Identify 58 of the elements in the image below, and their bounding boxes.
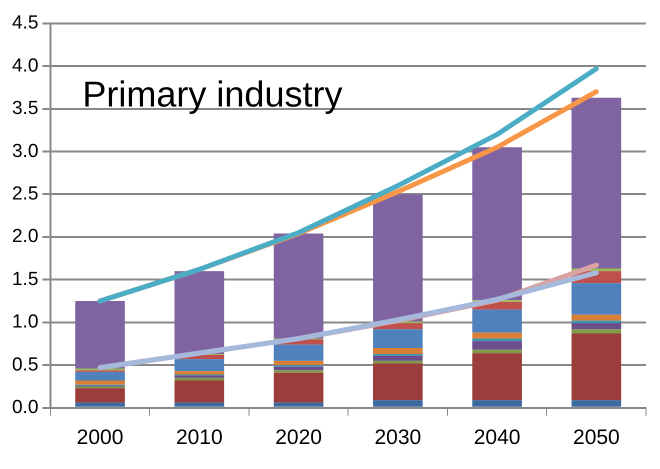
bar (472, 310, 522, 333)
bar (373, 356, 423, 361)
bar (174, 402, 224, 407)
bar (174, 359, 224, 372)
bar (472, 400, 522, 407)
bar (472, 332, 522, 339)
bar (75, 402, 125, 407)
bar (174, 378, 224, 380)
x-tick-label: 2000 (76, 426, 124, 450)
y-tick-label: 2.5 (12, 183, 38, 204)
bar (572, 320, 622, 324)
x-tick-label: 2020 (275, 426, 322, 450)
bar (472, 353, 522, 400)
bar (572, 333, 622, 400)
bar (373, 363, 423, 400)
x-tick-label: 2030 (374, 426, 422, 450)
y-tick-label: 0.5 (12, 354, 38, 376)
bar (572, 329, 622, 334)
bar (472, 341, 522, 350)
y-tick-label: 4.5 (12, 12, 38, 34)
y-tick-label: 3.0 (12, 140, 38, 162)
bar (572, 400, 622, 407)
bar (274, 370, 324, 373)
bar (572, 323, 622, 330)
text: Primary industry (82, 73, 342, 114)
bar (373, 348, 423, 354)
bar (274, 402, 324, 407)
y-tick-label: 4.0 (12, 55, 38, 76)
bar (472, 338, 522, 342)
bar (472, 350, 522, 354)
y-tick-label: 2.0 (12, 226, 38, 248)
bar (472, 147, 522, 300)
bar (373, 329, 423, 348)
bar (572, 98, 622, 269)
bar (373, 400, 423, 407)
bar (174, 371, 224, 374)
x-tick-label: 2040 (474, 426, 520, 450)
y-tick-label: 1.5 (12, 268, 38, 290)
y-tick-label: 1.0 (12, 312, 38, 333)
bar (274, 234, 324, 339)
bar (572, 314, 622, 321)
bar (174, 271, 224, 354)
y-tick-label: 0.0 (12, 397, 38, 418)
bar (174, 380, 224, 403)
bar (274, 372, 324, 403)
bar (75, 388, 125, 403)
y-tick-label: 3.5 (12, 98, 38, 120)
bar (373, 360, 423, 364)
bar (75, 380, 125, 385)
x-tick-label: 2010 (176, 426, 223, 450)
bar (75, 301, 125, 369)
x-tick-label: 2050 (573, 426, 620, 450)
bar (75, 372, 125, 380)
bar (373, 194, 423, 322)
bar (572, 283, 622, 315)
bar (274, 360, 324, 366)
bar (174, 375, 224, 378)
bar (274, 344, 324, 361)
